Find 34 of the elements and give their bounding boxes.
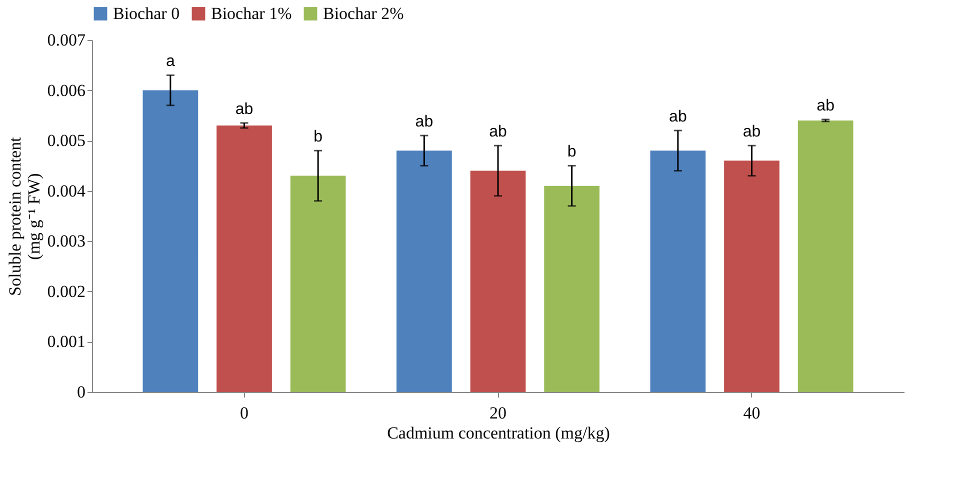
legend-label: Biochar 1% [211, 4, 292, 23]
legend-label: Biochar 2% [323, 4, 404, 23]
y-tick-label: 0.005 [47, 131, 86, 150]
bar [798, 120, 854, 392]
y-tick-label: 0.002 [47, 282, 86, 301]
x-axis-title: Cadmium concentration (mg/kg) [387, 424, 610, 442]
y-tick-label: 0.004 [47, 181, 86, 200]
y-tick-label: 0.001 [47, 332, 86, 352]
legend-label: Biochar 0 [113, 4, 180, 23]
data-label: a [166, 53, 175, 70]
bar [142, 90, 198, 392]
data-label: b [567, 144, 576, 161]
data-label: ab [669, 108, 687, 126]
y-tick-label: 0.003 [47, 232, 86, 251]
x-tick-label: 0 [240, 404, 248, 422]
y-tick-label: 0 [77, 382, 86, 402]
x-tick-label: 40 [743, 404, 760, 422]
bar [470, 170, 526, 392]
x-tick-label: 20 [490, 404, 506, 422]
bar [650, 150, 706, 392]
bar [216, 125, 272, 392]
data-label: ab [816, 97, 835, 114]
y-tick-label: 0.006 [47, 80, 86, 100]
bar [396, 150, 452, 392]
bar [544, 186, 600, 392]
y-tick-label: 0.007 [47, 30, 86, 50]
data-label: ab [235, 100, 254, 118]
data-label: ab [489, 124, 507, 141]
bar [290, 176, 346, 392]
data-label: ab [415, 114, 434, 131]
data-label: b [314, 128, 323, 146]
data-label: ab [742, 124, 761, 141]
y-axis-title: Soluble protein content (mg g⁻¹ FW) [5, 136, 44, 296]
bar [724, 160, 780, 392]
